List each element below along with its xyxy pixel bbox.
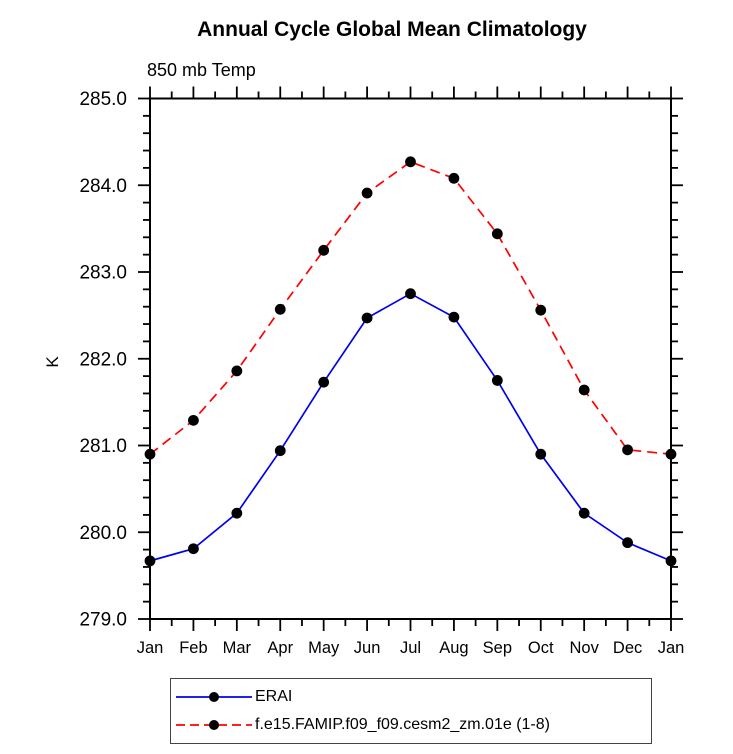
- data-point-marker: [361, 312, 373, 324]
- data-point-marker: [274, 303, 286, 315]
- x-axis-tick-label: Feb: [179, 639, 207, 657]
- y-axis-tick-label: 285.0: [79, 89, 127, 110]
- data-point-marker: [665, 555, 677, 567]
- legend-entry: f.e15.FAMIP.f09_f09.cesm2_zm.01e (1-8): [171, 714, 651, 736]
- y-axis-tick-label: 280.0: [79, 523, 127, 544]
- data-point-marker: [361, 187, 373, 199]
- data-point-marker: [578, 507, 590, 519]
- legend-entry: ERAI: [171, 686, 651, 708]
- x-axis-tick-label: Nov: [569, 639, 599, 657]
- data-point-marker: [491, 375, 503, 386]
- x-axis-tick-label: Aug: [439, 639, 468, 657]
- data-point-marker: [188, 543, 199, 555]
- plot-box: [149, 97, 672, 620]
- x-axis-tick-label: Mar: [223, 639, 252, 657]
- legend: ERAI f.e15.FAMIP.f09_f09.cesm2_zm.01e (1-…: [170, 678, 652, 744]
- legend-line-sample: [176, 720, 252, 731]
- series-line: [149, 160, 672, 456]
- x-axis-tick-label: Apr: [267, 639, 293, 657]
- data-point-marker: [535, 304, 547, 316]
- y-axis-tick-label: 283.0: [79, 263, 127, 284]
- y-axis-tick-label: 279.0: [79, 610, 127, 631]
- x-axis-tick-label: Dec: [613, 639, 642, 657]
- data-point-marker: [144, 555, 156, 567]
- data-point-marker: [144, 448, 156, 460]
- data-point-marker: [231, 365, 243, 377]
- x-axis-tick-label: Jan: [658, 639, 685, 657]
- data-point-marker: [231, 507, 243, 519]
- series-line: [149, 292, 672, 562]
- legend-label: f.e15.FAMIP.f09_f09.cesm2_zm.01e (1-8): [255, 716, 550, 734]
- x-axis-tick-label: Oct: [528, 639, 554, 657]
- x-axis-tick-label: May: [308, 639, 340, 657]
- x-axis-tick-label: Jul: [400, 639, 421, 657]
- data-point-marker: [448, 172, 460, 184]
- data-point-marker: [318, 244, 330, 256]
- x-axis-tick-label: Jan: [137, 639, 164, 657]
- legend-line-sample: [176, 691, 252, 702]
- data-point-marker: [578, 384, 590, 396]
- y-axis-tick-label: 284.0: [79, 176, 127, 197]
- x-axis-tick-label: Jun: [354, 639, 381, 657]
- data-point-marker: [274, 445, 286, 457]
- chart-title: Annual Cycle Global Mean Climatology: [197, 18, 587, 41]
- data-point-marker: [188, 414, 199, 426]
- data-point-marker: [448, 311, 460, 323]
- x-axis-tick-label: Sep: [483, 639, 512, 657]
- data-point-marker: [665, 448, 677, 460]
- data-point-marker: [405, 156, 416, 168]
- data-point-marker: [622, 537, 633, 549]
- data-point-marker: [318, 376, 330, 388]
- data-point-marker: [622, 444, 633, 456]
- y-axis-title: K: [43, 356, 62, 368]
- legend-marker: [209, 691, 219, 702]
- chart-subtitle: 850 mb Temp: [147, 60, 256, 80]
- legend-marker: [209, 720, 219, 731]
- y-axis-tick-label: 281.0: [79, 436, 127, 457]
- data-point-marker: [535, 448, 547, 460]
- data-point-marker: [491, 228, 503, 240]
- y-axis-tick-label: 282.0: [79, 349, 127, 370]
- legend-label: ERAI: [255, 687, 293, 705]
- data-point-marker: [405, 288, 416, 300]
